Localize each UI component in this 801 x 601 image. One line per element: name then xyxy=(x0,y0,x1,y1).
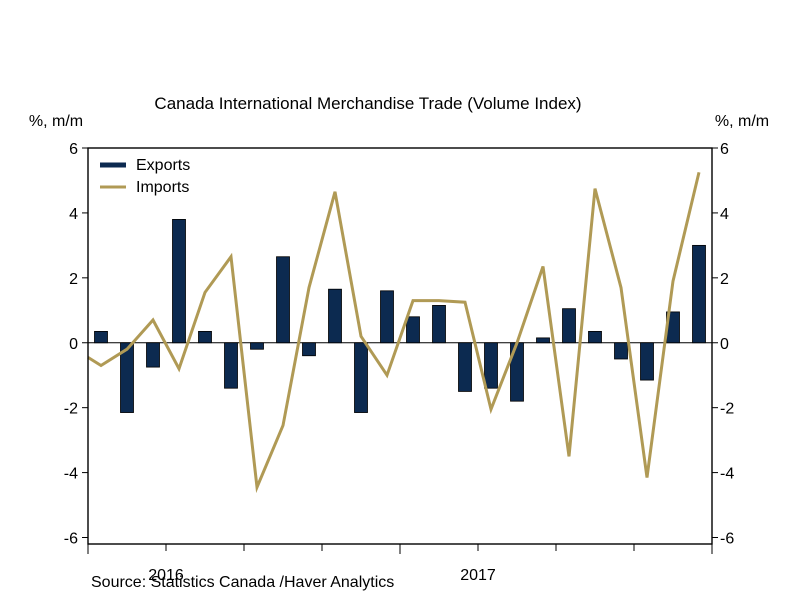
left-axis-unit-label: %, m/m xyxy=(29,113,83,130)
exports-bar xyxy=(328,288,342,344)
y-tick-label-left: -2 xyxy=(64,401,78,418)
y-tick-label-right: 6 xyxy=(720,141,729,158)
exports-bar xyxy=(250,342,264,350)
exports-bar xyxy=(692,244,706,344)
exports-bar xyxy=(120,342,134,413)
exports-bar xyxy=(380,290,394,344)
x-year-label: 2017 xyxy=(460,567,496,584)
y-tick-label-left: 2 xyxy=(69,271,78,288)
source-note: Source: Statistics Canada /Haver Analyti… xyxy=(91,574,394,591)
y-tick-label-left: -6 xyxy=(64,531,78,548)
exports-bar xyxy=(224,342,238,389)
exports-bar xyxy=(484,342,498,389)
exports-bar xyxy=(640,342,654,381)
exports-bar xyxy=(354,342,368,413)
exports-bar xyxy=(172,219,186,344)
y-tick-label-right: 2 xyxy=(720,271,729,288)
exports-bar xyxy=(536,337,550,344)
right-axis-unit-label: %, m/m xyxy=(715,113,769,130)
exports-bar xyxy=(562,308,576,344)
exports-bar xyxy=(302,342,316,357)
exports-bar xyxy=(588,330,602,344)
exports-bar xyxy=(614,342,628,360)
chart-title: Canada International Merchandise Trade (… xyxy=(154,94,581,113)
exports-bar xyxy=(406,316,420,344)
y-tick-label-right: 4 xyxy=(720,206,729,223)
legend-label-imports: Imports xyxy=(136,179,189,196)
exports-bar xyxy=(432,305,446,344)
exports-bar xyxy=(94,330,108,344)
exports-bar xyxy=(276,256,290,344)
x-year-label: 2016 xyxy=(148,567,184,584)
legend-label-exports: Exports xyxy=(136,157,190,174)
y-tick-label-right: -2 xyxy=(720,401,734,418)
y-tick-label-right: 0 xyxy=(720,336,729,353)
y-tick-label-right: -4 xyxy=(720,466,734,483)
plot-area xyxy=(87,171,712,494)
y-tick-label-right: -6 xyxy=(720,531,734,548)
y-tick-label-left: 6 xyxy=(69,141,78,158)
exports-bar xyxy=(198,330,212,344)
imports-line xyxy=(87,171,701,494)
y-tick-label-left: -4 xyxy=(64,466,78,483)
y-tick-label-left: 0 xyxy=(69,336,78,353)
y-tick-label-left: 4 xyxy=(69,206,78,223)
exports-bar xyxy=(458,342,472,392)
exports-bar xyxy=(146,342,160,368)
legend: Exports Imports xyxy=(100,157,190,196)
